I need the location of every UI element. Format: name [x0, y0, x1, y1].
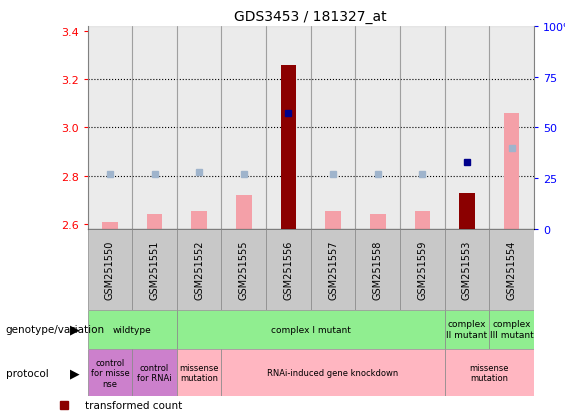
Text: GSM251555: GSM251555 [239, 240, 249, 299]
Text: control
for misse
nse: control for misse nse [90, 358, 129, 387]
Bar [147, 215, 162, 229]
Text: RNAi-induced gene knockdown: RNAi-induced gene knockdown [267, 368, 399, 377]
Bar [177, 310, 445, 349]
Bar [132, 229, 177, 310]
Bar [311, 27, 355, 229]
Bar [192, 211, 207, 229]
Bar [311, 229, 355, 310]
Bar [88, 27, 132, 229]
Bar [489, 229, 534, 310]
Bar [355, 229, 400, 310]
Text: complex
II mutant: complex II mutant [446, 320, 488, 339]
Bar [400, 229, 445, 310]
Bar [355, 27, 400, 229]
Text: ▶: ▶ [69, 323, 79, 336]
Bar [236, 195, 251, 229]
Bar [445, 349, 534, 396]
Title: GDS3453 / 181327_at: GDS3453 / 181327_at [234, 10, 387, 24]
Bar [400, 27, 445, 229]
Text: GSM251553: GSM251553 [462, 240, 472, 299]
Text: ▶: ▶ [69, 366, 79, 379]
Bar [221, 229, 266, 310]
Bar [266, 27, 311, 229]
Text: control
for RNAi: control for RNAi [137, 363, 172, 382]
Bar [102, 222, 118, 229]
Bar [415, 211, 430, 229]
Bar [445, 27, 489, 229]
Bar [88, 310, 177, 349]
Text: genotype/variation: genotype/variation [6, 324, 105, 335]
Bar [221, 27, 266, 229]
Bar [370, 215, 385, 229]
Text: GSM251554: GSM251554 [507, 240, 516, 299]
Bar [177, 27, 221, 229]
Text: protocol: protocol [6, 368, 49, 378]
Text: missense
mutation: missense mutation [180, 363, 219, 382]
Bar [132, 349, 177, 396]
Text: complex
III mutant: complex III mutant [490, 320, 533, 339]
Text: GSM251551: GSM251551 [150, 240, 159, 299]
Bar [459, 193, 475, 229]
Bar [445, 229, 489, 310]
Text: GSM251552: GSM251552 [194, 240, 204, 299]
Bar [88, 349, 132, 396]
Text: transformed count: transformed count [85, 401, 182, 411]
Bar [132, 27, 177, 229]
Text: GSM251557: GSM251557 [328, 240, 338, 299]
Bar [445, 310, 489, 349]
Bar [281, 65, 296, 229]
Bar [88, 229, 132, 310]
Text: complex I mutant: complex I mutant [271, 325, 351, 334]
Text: GSM251558: GSM251558 [373, 240, 383, 299]
Bar [177, 229, 221, 310]
Text: wildtype: wildtype [113, 325, 151, 334]
Text: GSM251550: GSM251550 [105, 240, 115, 299]
Bar [504, 114, 519, 229]
Bar [221, 349, 445, 396]
Bar [266, 229, 311, 310]
Text: GSM251559: GSM251559 [418, 240, 427, 299]
Text: missense
mutation: missense mutation [470, 363, 509, 382]
Bar [325, 211, 341, 229]
Bar [489, 27, 534, 229]
Text: GSM251556: GSM251556 [284, 240, 293, 299]
Bar [177, 349, 221, 396]
Bar [489, 310, 534, 349]
